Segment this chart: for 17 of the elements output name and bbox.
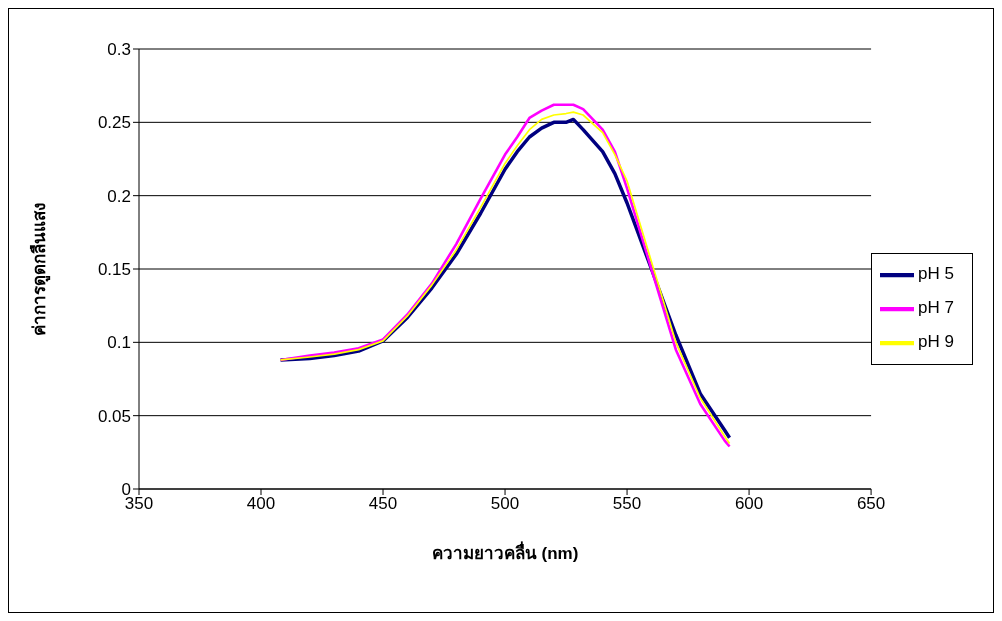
x-tick-label: 450 bbox=[368, 494, 398, 514]
x-tick-label: 400 bbox=[246, 494, 276, 514]
x-tick-label: 550 bbox=[612, 494, 642, 514]
y-tick-label: 0.1 bbox=[107, 333, 131, 353]
legend-label: pH 9 bbox=[918, 332, 954, 352]
x-tick-label: 500 bbox=[490, 494, 520, 514]
y-tick-label: 0.05 bbox=[97, 406, 131, 426]
y-tick-label: 0.3 bbox=[107, 40, 131, 60]
y-tick-label: 0.25 bbox=[97, 113, 131, 133]
x-tick-label: 600 bbox=[734, 494, 764, 514]
legend-label: pH 5 bbox=[918, 264, 954, 284]
y-tick-label: 0.15 bbox=[97, 260, 131, 280]
y-tick-label: 0.2 bbox=[107, 186, 131, 206]
x-axis-title: ความยาวคลื่น (nm) bbox=[431, 541, 579, 563]
x-tick-label: 650 bbox=[856, 494, 886, 514]
y-axis-title: ค่าการดูดกลืนแสง bbox=[29, 202, 52, 336]
legend-label: pH 7 bbox=[918, 298, 954, 318]
